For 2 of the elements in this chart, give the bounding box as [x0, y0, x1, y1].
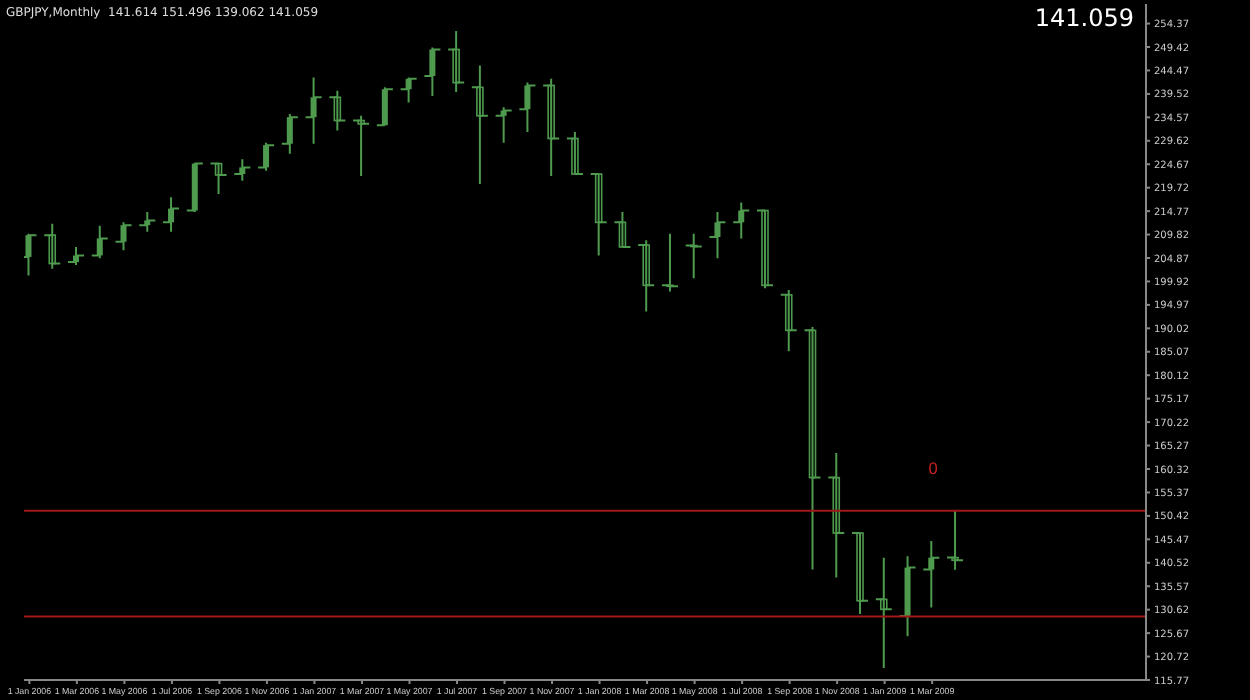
annotation: 141.059 — [1034, 4, 1134, 32]
annotation: 0 — [928, 460, 939, 478]
